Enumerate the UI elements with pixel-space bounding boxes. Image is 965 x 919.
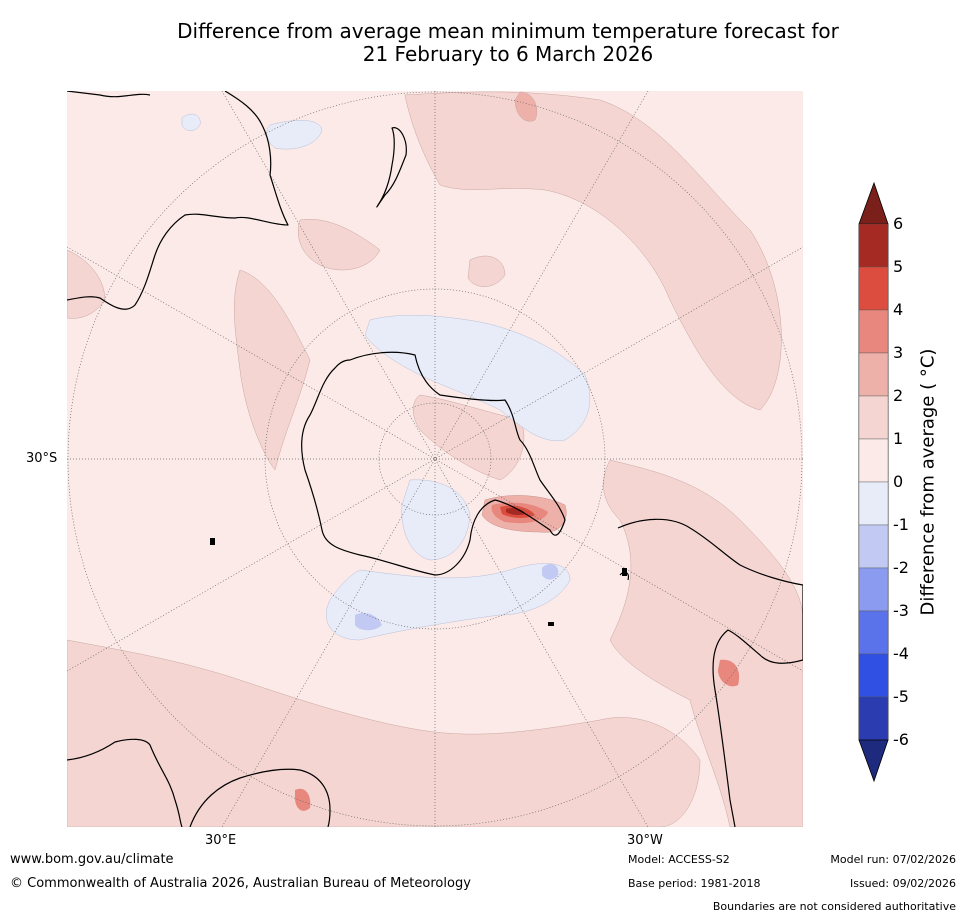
colorbar: [858, 181, 889, 783]
graticule: [67, 91, 803, 827]
colorbar-tick: 0: [893, 472, 904, 491]
new-zealand-coast: [376, 127, 407, 208]
colorbar-tick: 4: [893, 300, 904, 319]
colorbar-tick: -1: [893, 515, 909, 534]
colorbar-level: [858, 309, 889, 354]
africa-coast: [67, 91, 289, 310]
colorbar-level: [858, 610, 889, 655]
lon-label-30w: 30°W: [627, 833, 663, 848]
colorbar-level: [858, 567, 889, 612]
colorbar-tick: -2: [893, 558, 909, 577]
colorbar-level: [858, 395, 889, 440]
warm-anomaly-peak-antarctic-peninsula: [295, 495, 740, 811]
chart-title: Difference from average mean minimum tem…: [0, 20, 965, 66]
issued-text: Issued: 09/02/2026: [849, 877, 956, 890]
colorbar-tick: -3: [893, 601, 909, 620]
copyright-text: © Commonwealth of Australia 2026, Austra…: [10, 876, 471, 891]
colorbar-tick: -4: [893, 644, 909, 663]
antarctica-coast: [301, 351, 566, 576]
website-text: www.bom.gov.au/climate: [10, 852, 174, 867]
colorbar-level: [858, 524, 889, 569]
title-line-1: Difference from average mean minimum tem…: [177, 19, 839, 43]
lon-label-30e: 30°E: [205, 833, 237, 848]
colorbar-tick: 2: [893, 386, 904, 405]
colorbar-tick: 5: [893, 257, 904, 276]
colorbar-level: [858, 696, 889, 741]
model-run-text: Model run: 07/02/2026: [830, 853, 956, 866]
colorbar-level: [858, 438, 889, 483]
colorbar-level: [858, 266, 889, 311]
positive-anomaly-regions: [67, 91, 803, 827]
base-period-text: Base period: 1981-2018: [628, 877, 761, 890]
model-text: Model: ACCESS-S2: [628, 853, 730, 866]
colorbar-level: [858, 223, 889, 268]
colorbar-tick: -5: [893, 687, 909, 706]
colorbar-title: Difference from average ( °C): [917, 348, 939, 616]
coastlines: [67, 91, 803, 827]
australia-coast: [67, 738, 331, 827]
colorbar-level: [858, 352, 889, 397]
colorbar-tick: 6: [893, 214, 904, 233]
negative-anomaly-stronger: [355, 564, 559, 631]
title-line-2: 21 February to 6 March 2026: [362, 42, 654, 66]
colorbar-tick: 3: [893, 343, 904, 362]
colorbar-level: [858, 481, 889, 526]
colorbar-tick: 1: [893, 429, 904, 448]
negative-anomaly-regions: [181, 113, 591, 641]
colorbar-levels: [858, 223, 889, 741]
colorbar-tick: -6: [893, 730, 909, 749]
colorbar-extend-top: [858, 181, 889, 225]
small-islands: [210, 538, 627, 626]
lat-label-30s: 30°S: [26, 451, 58, 466]
disclaimer-text: Boundaries are not considered authoritat…: [712, 900, 956, 913]
colorbar-level: [858, 653, 889, 698]
colorbar-extend-bottom: [858, 739, 889, 783]
